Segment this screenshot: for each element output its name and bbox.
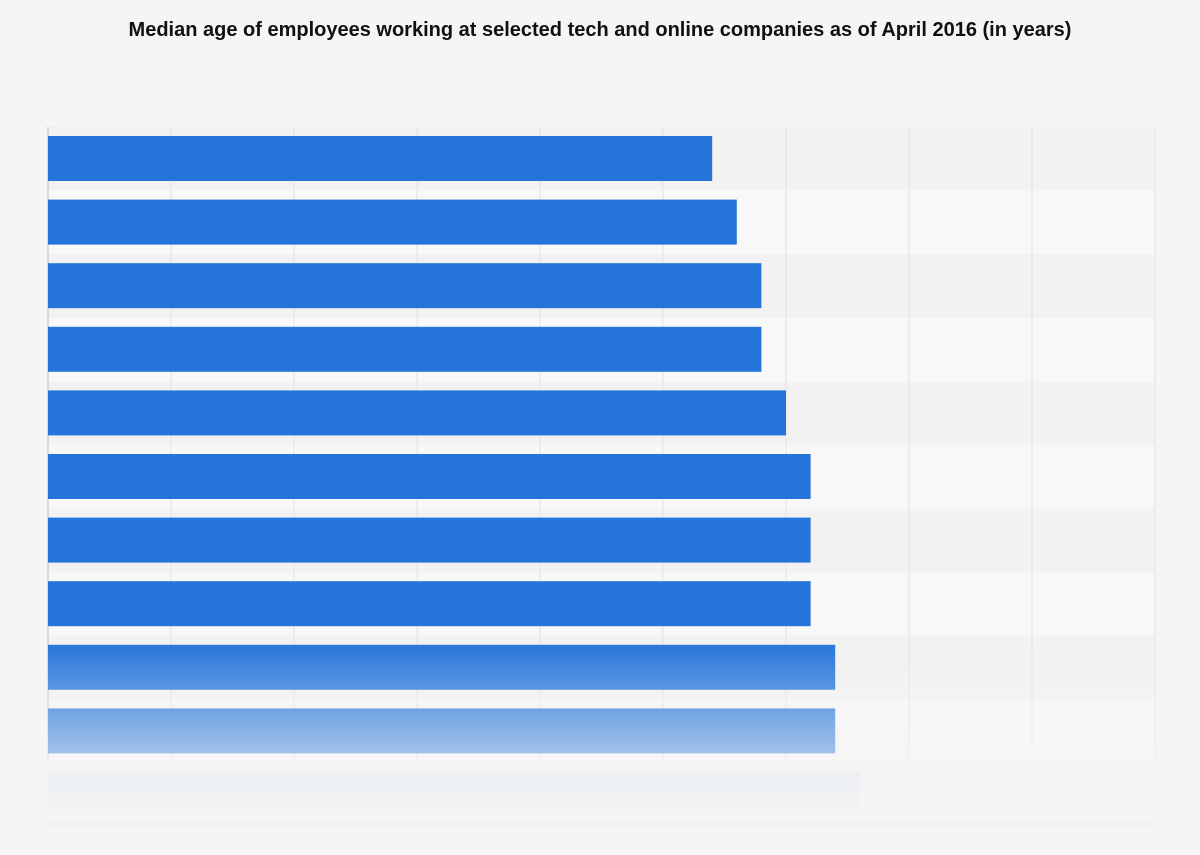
bar[interactable] <box>48 263 762 309</box>
bar[interactable] <box>48 454 811 499</box>
bar[interactable] <box>48 326 762 372</box>
bar[interactable] <box>48 390 786 436</box>
bar[interactable] <box>48 136 713 181</box>
chart-title: Median age of employees working at selec… <box>128 19 1072 41</box>
fade-overlay <box>40 640 1170 820</box>
bar[interactable] <box>48 517 811 563</box>
bar[interactable] <box>48 199 737 245</box>
bar[interactable] <box>48 581 811 627</box>
